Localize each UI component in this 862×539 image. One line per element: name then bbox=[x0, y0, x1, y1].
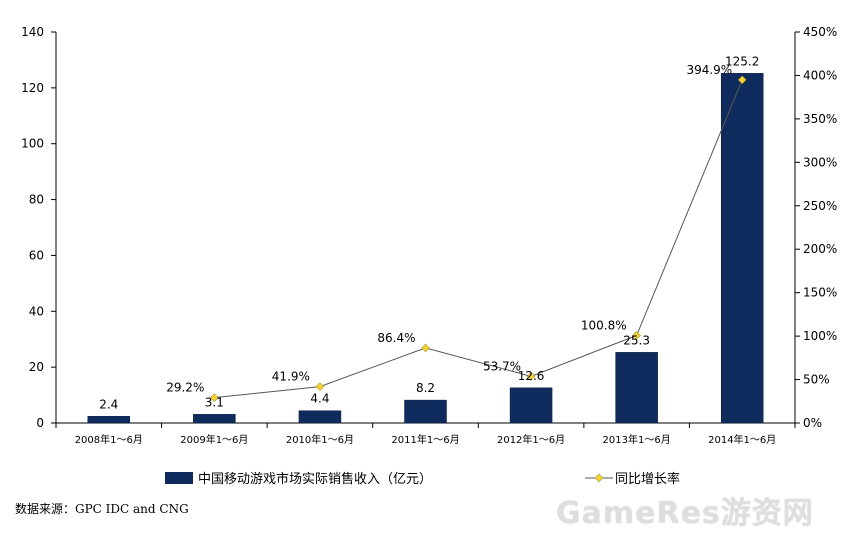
y-left-tick-label: 60 bbox=[29, 248, 44, 262]
y-right-tick-label: 200% bbox=[803, 242, 837, 256]
y-left-tick-label: 0 bbox=[36, 416, 44, 430]
data-source-note: 数据来源：GPC IDC and CNG bbox=[15, 502, 189, 516]
y-left-tick-label: 80 bbox=[29, 193, 44, 207]
growth-marker-2012年1～6月 bbox=[526, 371, 536, 381]
bar-2012年1～6月 bbox=[509, 387, 553, 424]
growth-marker-2009年1～6月 bbox=[210, 393, 219, 402]
growth-value-label: 53.7% bbox=[483, 359, 521, 373]
growth-marker-2011年1～6月 bbox=[421, 343, 430, 353]
growth-marker-2014年1～6月 bbox=[737, 75, 747, 85]
x-tick-label: 2014年1～6月 bbox=[708, 433, 776, 446]
bar-series bbox=[87, 73, 764, 424]
y-left-tick-label: 20 bbox=[29, 360, 44, 374]
y-right-tick-label: 350% bbox=[803, 112, 837, 126]
growth-line bbox=[214, 79, 743, 399]
bar-value-label: 25.3 bbox=[623, 333, 650, 347]
bar-value-label: 3.1 bbox=[205, 395, 224, 409]
bar-2013年1～6月 bbox=[615, 352, 658, 424]
bar-value-label: 125.2 bbox=[725, 54, 759, 68]
growth-value-label: 86.4% bbox=[377, 331, 415, 345]
x-tick-label: 2012年1～6月 bbox=[497, 433, 565, 446]
bar-2008年1～6月 bbox=[87, 416, 131, 424]
bar-value-label: 2.4 bbox=[99, 397, 118, 411]
y-right-tick-label: 400% bbox=[803, 68, 837, 82]
bar-2009年1～6月 bbox=[193, 414, 236, 424]
y-right-tick-label: 150% bbox=[803, 286, 837, 300]
growth-value-label: 29.2% bbox=[166, 381, 204, 395]
growth-marker-2010年1～6月 bbox=[315, 382, 325, 391]
x-tick-label: 2008年1～6月 bbox=[75, 433, 143, 446]
y-right-tick-label: 450% bbox=[803, 25, 837, 39]
legend-line-marker bbox=[594, 473, 604, 483]
growth-value-label: 394.9% bbox=[686, 63, 732, 77]
growth-marker-2013年1～6月 bbox=[632, 331, 641, 340]
x-tick-label: 2013年1～6月 bbox=[603, 433, 671, 446]
y-left-tick-label: 40 bbox=[29, 304, 44, 318]
gameres-watermark-logo: GameRes游资网 bbox=[556, 496, 814, 531]
y-right-tick-label: 250% bbox=[803, 199, 837, 213]
bar-value-label: 4.4 bbox=[310, 392, 329, 406]
bar-2011年1～6月 bbox=[404, 399, 447, 424]
legend-bar-swatch bbox=[165, 472, 193, 484]
y-right-tick-label: 100% bbox=[803, 329, 837, 343]
legend-line-label: 同比增长率 bbox=[615, 471, 680, 487]
y-left-tick-label: 120 bbox=[21, 81, 44, 95]
legend: 中国移动游戏市场实际销售收入（亿元） 同比增长率 bbox=[165, 471, 680, 487]
tick-labels: 0 20 40 60 80 100 120 140 0% 50% 100% 150% 200% 250% 3… bbox=[21, 25, 837, 446]
y-left-tick-label: 100 bbox=[21, 137, 44, 151]
y-right-tick-label: 300% bbox=[803, 155, 837, 169]
bar-2014年1～6月 bbox=[720, 73, 764, 424]
bar-value-label: 8.2 bbox=[416, 381, 435, 395]
x-tick-label: 2009年1～6月 bbox=[180, 433, 248, 446]
x-tick-label: 2011年1～6月 bbox=[391, 433, 459, 446]
growth-value-label: 41.9% bbox=[272, 370, 310, 384]
bar-value-label: 12.6 bbox=[518, 369, 545, 383]
axes bbox=[51, 31, 800, 428]
x-tick-label: 2010年1～6月 bbox=[286, 433, 354, 446]
y-right-tick-label: 0% bbox=[803, 416, 822, 430]
growth-line-series bbox=[210, 75, 747, 402]
y-right-tick-label: 50% bbox=[803, 373, 830, 387]
growth-value-label: 100.8% bbox=[581, 318, 627, 332]
y-left-tick-label: 140 bbox=[21, 25, 44, 39]
legend-bar-label: 中国移动游戏市场实际销售收入（亿元） bbox=[198, 471, 432, 487]
data-labels: 2.4 3.1 4.4 8.2 12.6 25.3 125.2 29.2% 41.9% 86.4%… bbox=[99, 54, 759, 411]
bar-2010年1～6月 bbox=[298, 410, 342, 424]
